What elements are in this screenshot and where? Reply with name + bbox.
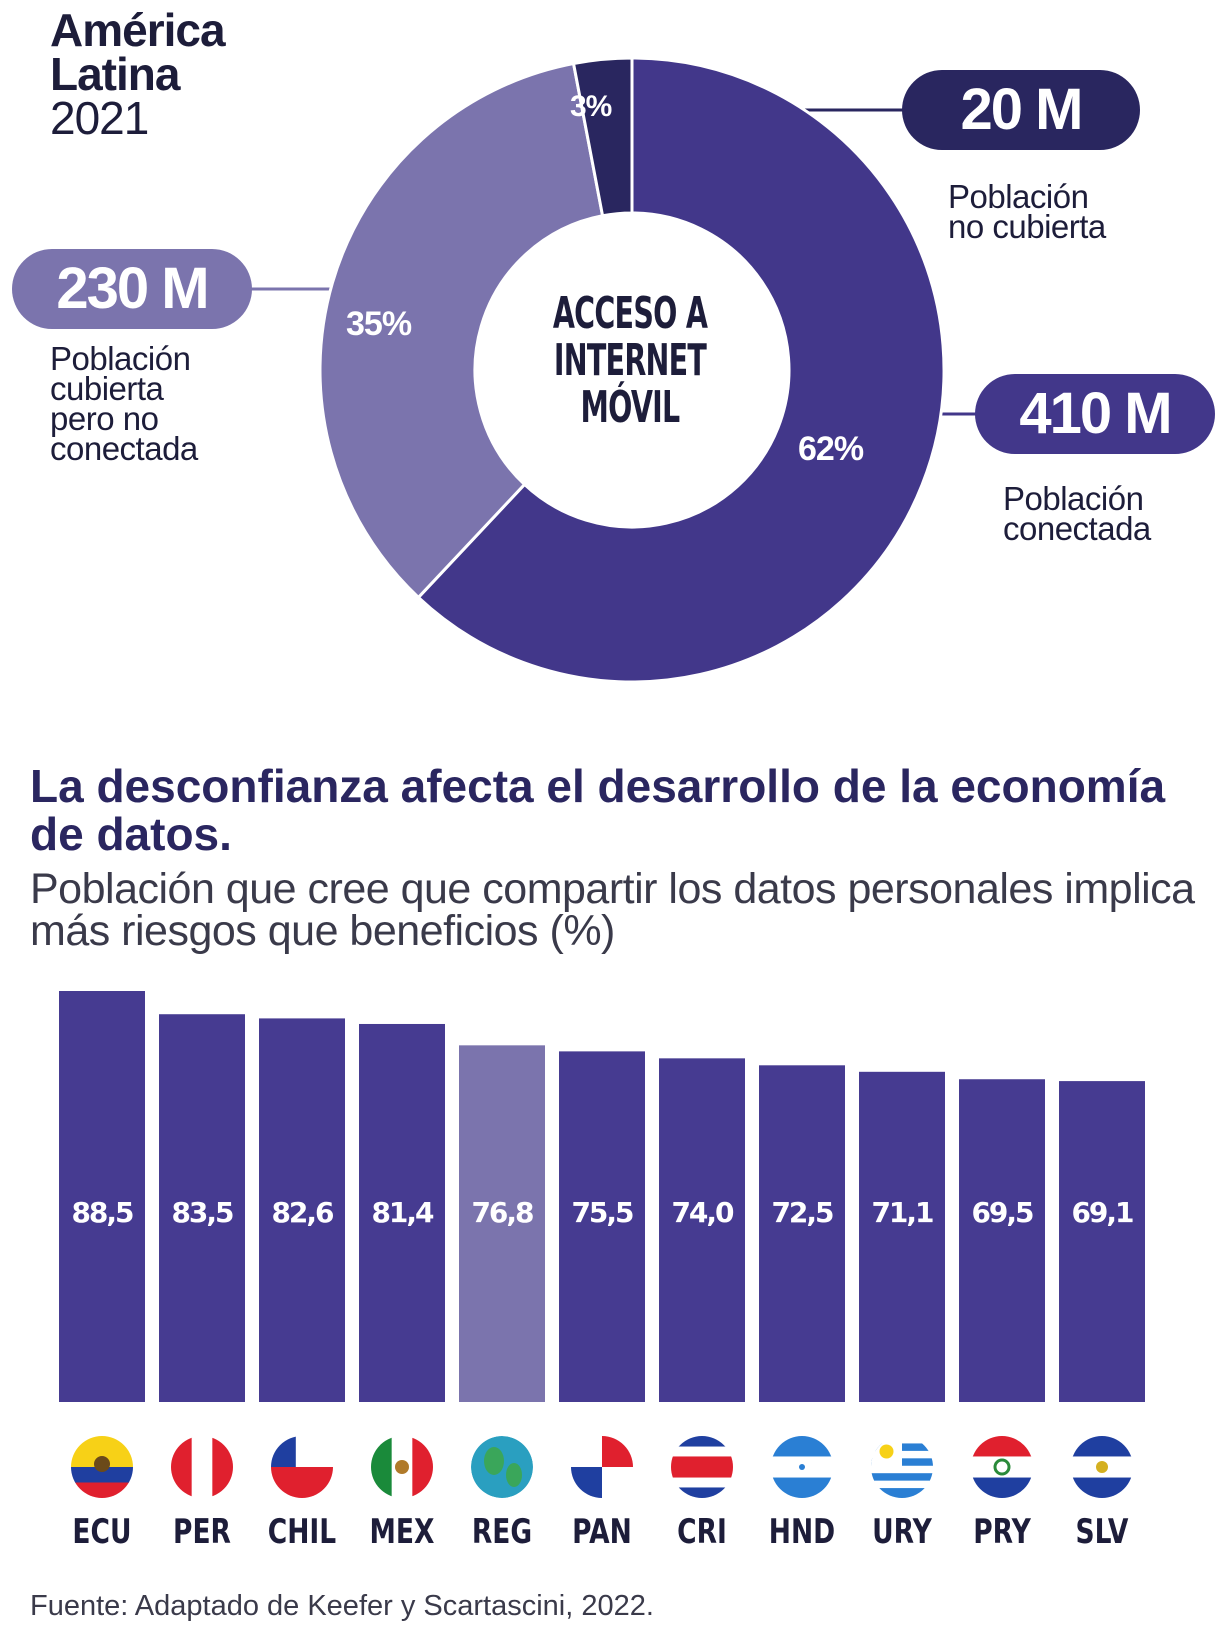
flag-ecu-icon xyxy=(71,1436,133,1498)
bar-reg xyxy=(459,1045,545,1402)
donut-slice xyxy=(571,56,634,218)
label-covered: Población cubierta pero no conectada xyxy=(50,340,198,467)
flag-chil-icon xyxy=(271,1436,333,1498)
label-not-covered: Población no cubierta xyxy=(948,178,1106,245)
country-code-label: PRY xyxy=(973,1512,1031,1552)
source-note: Fuente: Adaptado de Keefer y Scartascini… xyxy=(30,1590,654,1622)
country-code-label: PER xyxy=(173,1512,231,1552)
flag-mex-icon xyxy=(371,1436,433,1498)
country-code-label: SLV xyxy=(1075,1512,1129,1552)
flag-reg-icon xyxy=(471,1436,533,1498)
region-year: 2021 xyxy=(50,92,149,144)
bar-chart-title: La desconfianza afecta el desarrollo de … xyxy=(30,760,1166,860)
pct-connected: 62% xyxy=(798,430,864,468)
flag-per-icon xyxy=(171,1436,233,1498)
flag-ury-icon xyxy=(871,1436,933,1498)
amount-not-covered: 20 M xyxy=(902,70,1140,150)
bar-per xyxy=(159,1014,245,1402)
region-title: América Latina 2021 xyxy=(50,4,226,141)
bar-value-label: 71,1 xyxy=(871,1196,933,1229)
bar-value-label: 82,6 xyxy=(271,1196,333,1229)
bar-hnd xyxy=(759,1065,845,1402)
bar-cri xyxy=(659,1058,745,1402)
amount-covered: 230 M xyxy=(12,249,252,329)
label-connected: Población conectada xyxy=(1003,480,1151,547)
bar-value-label: 69,5 xyxy=(971,1196,1033,1229)
bar-chil xyxy=(259,1018,345,1402)
donut-chart xyxy=(250,56,980,684)
flag-pry-icon xyxy=(971,1436,1033,1498)
flag-pan-icon xyxy=(571,1436,633,1498)
bar-pan xyxy=(559,1051,645,1402)
pct-not-covered: 3% xyxy=(570,90,612,123)
bar-value-label: 81,4 xyxy=(371,1196,434,1229)
bar-value-label: 72,5 xyxy=(771,1196,833,1229)
region-name-line1: América xyxy=(50,4,226,56)
country-code-label: PAN xyxy=(572,1512,632,1552)
bar-chart-subtitle: Población que cree que compartir los dat… xyxy=(30,865,1195,955)
region-name-line2: Latina xyxy=(50,48,180,100)
flag-cri-icon xyxy=(671,1436,733,1498)
pct-covered: 35% xyxy=(346,305,412,343)
country-code-label: HND xyxy=(768,1512,836,1552)
donut-center-label: ACCESO A INTERNET MÓVIL xyxy=(552,288,708,433)
bar-value-label: 75,5 xyxy=(571,1196,633,1229)
bar-mex xyxy=(359,1023,445,1402)
bar-ecu xyxy=(59,991,145,1402)
flag-slv-icon xyxy=(1071,1436,1133,1498)
country-code-label: URY xyxy=(872,1512,932,1552)
bar-pry xyxy=(959,1079,1045,1402)
country-code-label: MEX xyxy=(369,1512,435,1552)
bar-chart: 88,5 83,5 82,6 81,4 76,8 75,5 74,0 72,5 71,1 69,5… xyxy=(59,991,1145,1498)
flag-hnd-icon xyxy=(771,1436,833,1498)
bar-value-label: 69,1 xyxy=(1071,1196,1133,1229)
amount-connected: 410 M xyxy=(975,374,1215,454)
bar-value-label: 83,5 xyxy=(171,1196,233,1229)
country-code-label: CHIL xyxy=(267,1512,337,1552)
donut-slice xyxy=(318,61,605,600)
bar-slv xyxy=(1059,1081,1145,1402)
country-code-label: CRI xyxy=(677,1512,727,1552)
bar-value-label: 76,8 xyxy=(471,1196,533,1229)
bar-ury xyxy=(859,1071,945,1402)
bar-value-label: 88,5 xyxy=(71,1196,133,1229)
country-code-label: REG xyxy=(471,1512,533,1552)
bar-value-label: 74,0 xyxy=(671,1196,734,1229)
country-code-label: ECU xyxy=(72,1512,132,1552)
donut-slice xyxy=(416,56,946,684)
